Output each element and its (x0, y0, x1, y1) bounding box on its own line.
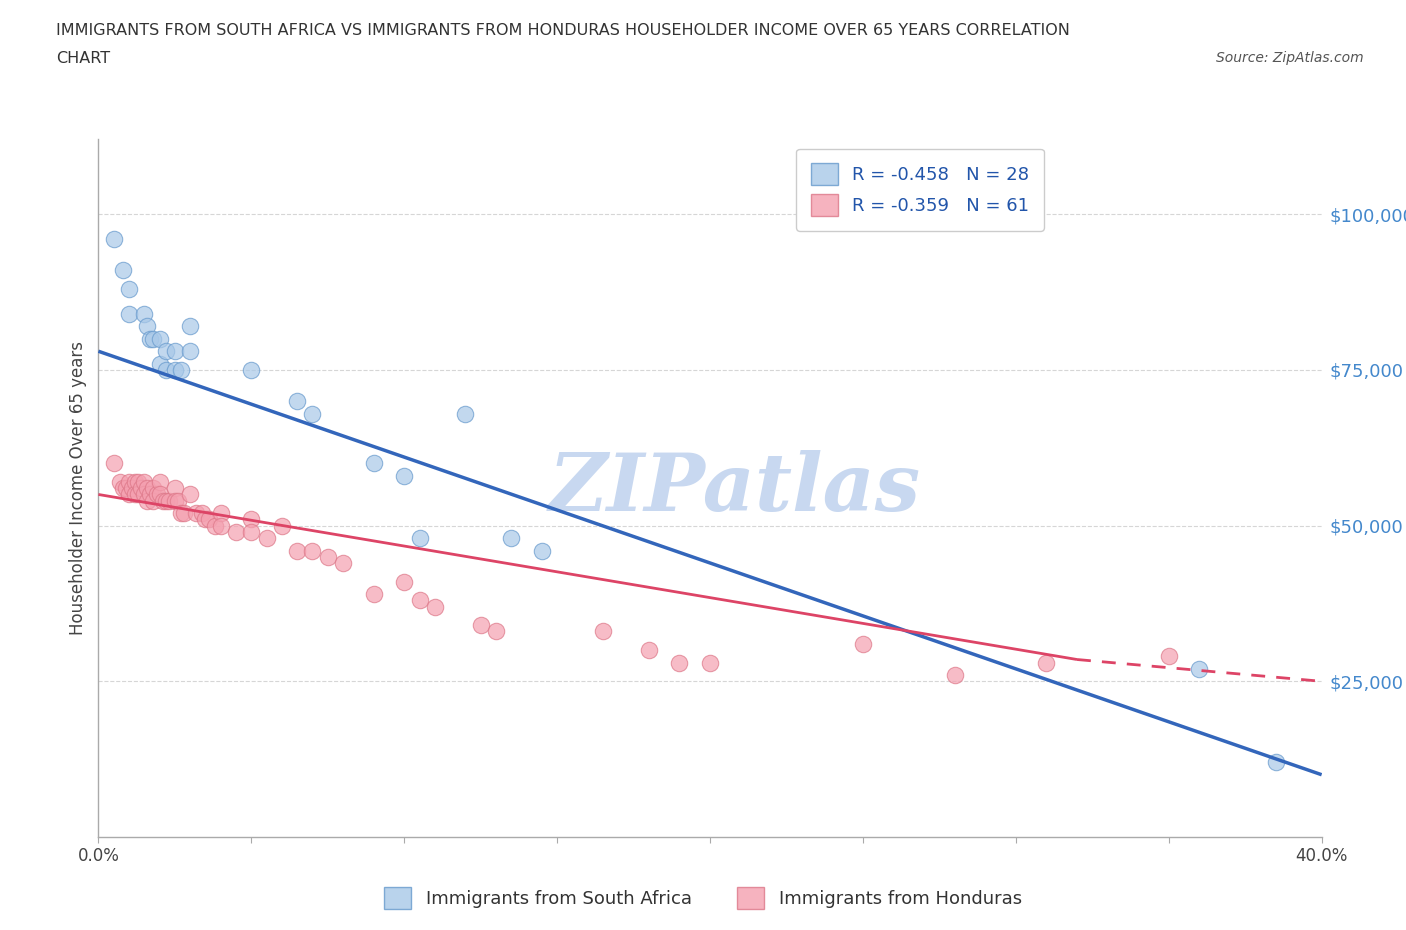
Point (155, 344, 177, 359)
Point (530, 543, 553, 558)
Point (163, 344, 186, 359)
Point (285, 543, 308, 558)
Point (139, 331, 162, 346)
Point (470, 618, 492, 632)
Point (124, 487, 146, 502)
Point (103, 456, 125, 471)
Point (209, 506, 232, 521)
Point (118, 282, 141, 297)
Point (163, 363, 186, 378)
Point (1035, 655, 1057, 670)
Point (127, 487, 149, 502)
Point (485, 624, 508, 639)
Point (240, 525, 263, 539)
Text: Source: ZipAtlas.com: Source: ZipAtlas.com (1216, 51, 1364, 65)
Point (1188, 661, 1211, 676)
Point (118, 487, 141, 502)
Point (136, 481, 159, 496)
Point (163, 493, 186, 508)
Point (142, 481, 165, 496)
Point (699, 655, 721, 670)
Point (332, 555, 354, 570)
Point (225, 525, 247, 539)
Point (668, 655, 690, 670)
Point (134, 307, 156, 322)
Point (501, 531, 523, 546)
Point (363, 456, 385, 471)
Point (194, 512, 217, 526)
Point (392, 574, 416, 589)
Point (111, 263, 134, 278)
Point (301, 406, 323, 421)
Point (149, 487, 172, 502)
Point (136, 319, 159, 334)
Point (592, 624, 614, 639)
Point (209, 518, 232, 533)
Legend: Immigrants from South Africa, Immigrants from Honduras: Immigrants from South Africa, Immigrants… (377, 880, 1029, 916)
Point (240, 363, 263, 378)
Point (270, 518, 292, 533)
Point (285, 393, 308, 408)
Point (142, 493, 165, 508)
Point (124, 474, 146, 489)
Point (943, 668, 966, 683)
Point (179, 344, 201, 359)
Point (179, 487, 201, 502)
Point (173, 506, 195, 521)
Point (129, 481, 152, 496)
Point (1264, 755, 1286, 770)
Point (363, 587, 385, 602)
Point (157, 493, 180, 508)
Text: CHART: CHART (56, 51, 110, 66)
Point (197, 512, 219, 526)
Point (454, 406, 477, 421)
Point (145, 487, 167, 502)
Point (240, 512, 263, 526)
Point (256, 531, 278, 546)
Point (179, 319, 201, 334)
Point (142, 331, 165, 346)
Point (204, 518, 226, 533)
Point (155, 493, 177, 508)
Point (149, 474, 172, 489)
Point (167, 493, 190, 508)
Point (316, 550, 339, 565)
Point (191, 506, 214, 521)
Point (108, 474, 131, 489)
Point (111, 481, 134, 496)
Point (1157, 649, 1180, 664)
Point (408, 531, 430, 546)
Point (127, 474, 149, 489)
Point (408, 593, 430, 608)
Point (139, 487, 162, 502)
Point (103, 232, 125, 246)
Point (423, 599, 446, 614)
Point (134, 474, 156, 489)
Point (134, 487, 156, 502)
Text: ZIPatlas: ZIPatlas (548, 449, 921, 527)
Point (149, 356, 172, 371)
Point (186, 506, 208, 521)
Point (136, 493, 159, 508)
Y-axis label: Householder Income Over 65 years: Householder Income Over 65 years (69, 341, 87, 635)
Text: IMMIGRANTS FROM SOUTH AFRICA VS IMMIGRANTS FROM HONDURAS HOUSEHOLDER INCOME OVER: IMMIGRANTS FROM SOUTH AFRICA VS IMMIGRAN… (56, 23, 1070, 38)
Point (301, 543, 323, 558)
Legend: R = -0.458   N = 28, R = -0.359   N = 61: R = -0.458 N = 28, R = -0.359 N = 61 (796, 149, 1043, 231)
Point (152, 493, 174, 508)
Point (170, 363, 193, 378)
Point (121, 481, 143, 496)
Point (149, 331, 172, 346)
Point (155, 363, 177, 378)
Point (118, 307, 141, 322)
Point (115, 481, 138, 496)
Point (852, 636, 875, 651)
Point (637, 643, 661, 658)
Point (163, 481, 186, 496)
Point (170, 506, 193, 521)
Point (118, 474, 141, 489)
Point (392, 469, 416, 484)
